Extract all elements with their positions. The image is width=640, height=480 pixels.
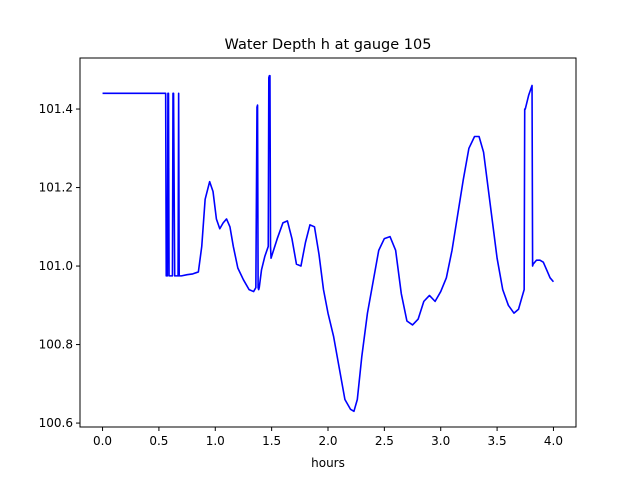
x-tick-label: 2.5 (375, 434, 394, 448)
series-line (102, 74, 555, 413)
chart-title: Water Depth h at gauge 105 (225, 37, 432, 53)
x-tick-label: 3.0 (431, 434, 450, 448)
x-tick-label: 4.0 (544, 434, 563, 448)
y-tick-label: 100.8 (39, 338, 73, 352)
x-tick-label: 0.5 (149, 434, 168, 448)
y-tick-label: 101.2 (39, 181, 73, 195)
x-axis-ticks: 0.0 0.5 1.0 1.5 2.0 2.5 3.0 3.5 4.0 (93, 427, 563, 448)
x-tick-label: 1.0 (206, 434, 225, 448)
x-tick-label: 1.5 (262, 434, 281, 448)
y-tick-label: 101.0 (39, 259, 73, 273)
y-axis-ticks: 100.6 100.8 101.0 101.2 101.4 (39, 102, 80, 430)
x-tick-label: 2.0 (318, 434, 337, 448)
x-tick-label: 3.5 (488, 434, 507, 448)
y-tick-label: 101.4 (39, 102, 73, 116)
x-axis-label: hours (311, 456, 345, 470)
y-tick-label: 100.6 (39, 416, 73, 430)
x-tick-label: 0.0 (93, 434, 112, 448)
